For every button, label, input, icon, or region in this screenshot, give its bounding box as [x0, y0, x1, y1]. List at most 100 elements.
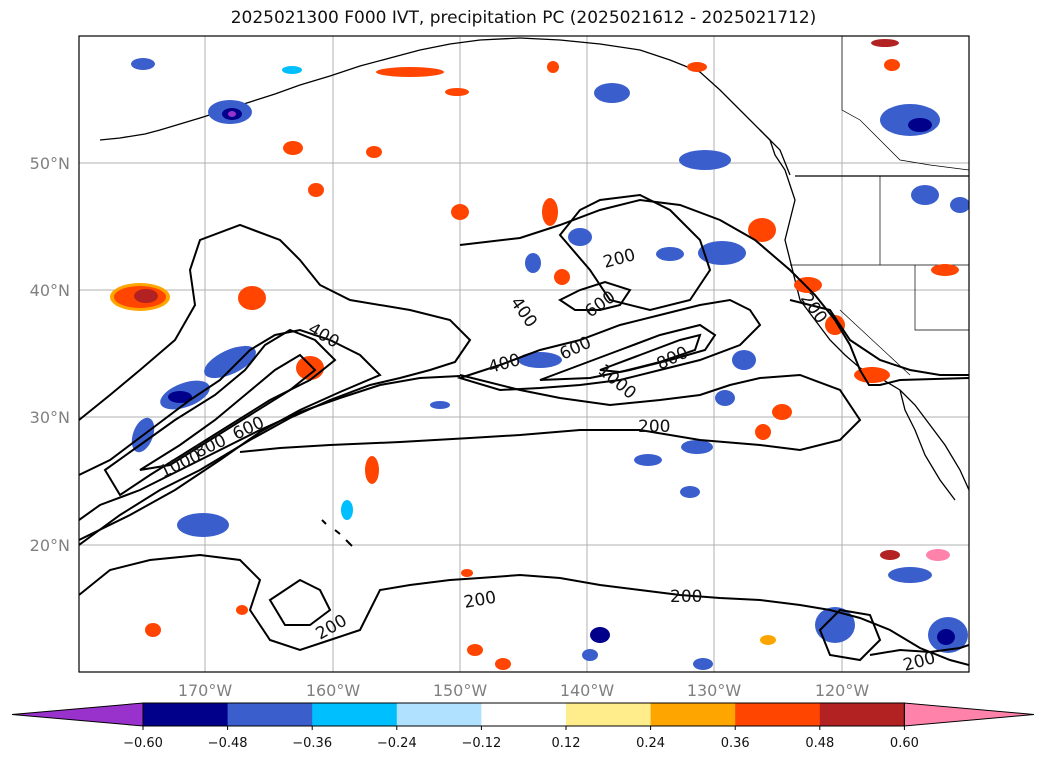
pc-pos-blob [296, 356, 324, 380]
pc-pos-blob [772, 404, 792, 420]
pc-pos-blob [467, 644, 483, 656]
pc-pos-blob [884, 59, 900, 71]
pc-neg-blob [525, 253, 541, 273]
colorbar-segment [143, 703, 229, 726]
ivt-contour-200-east [869, 644, 969, 656]
pc-pos-blob [854, 367, 890, 383]
pc-pos-blob [451, 204, 469, 220]
ivt-contour-200-north [558, 193, 712, 312]
pc-neg-blob [634, 454, 662, 466]
lat-label-20: 20°N [30, 536, 70, 555]
lon-label-130: 130°W [687, 681, 742, 700]
pc-neg-blob [911, 185, 939, 205]
pc-pos-blob [308, 183, 324, 197]
colorbar-frame [142, 702, 905, 727]
pc-pos-blob [931, 264, 959, 276]
ivt-contours [79, 193, 969, 666]
lon-label-120: 120°W [815, 681, 870, 700]
pc-pos-blob [236, 605, 248, 615]
pc-pos-blob [755, 424, 771, 440]
colorbar-segment [735, 703, 821, 726]
pc-neg-blob [582, 649, 598, 661]
pc-pos-blob [880, 550, 900, 560]
lon-label-150: 150°W [433, 681, 488, 700]
pc-neg-blob [131, 58, 155, 70]
lat-label-40: 40°N [30, 281, 70, 300]
pc-neg-blob [698, 241, 746, 265]
pc-pos-blob [445, 88, 469, 96]
precipitation-shading [110, 39, 969, 670]
ivt-contour-200-inner [79, 328, 382, 541]
pc-pos-blob [238, 286, 266, 310]
ivt-contour-800-central [599, 333, 702, 374]
colorbar-tick-label: −0.48 [208, 736, 248, 751]
lon-label-170: 170°W [178, 681, 233, 700]
aleutian-chain [99, 37, 521, 141]
pc-pos-blob [145, 623, 161, 637]
ivt-contour-400-central [456, 298, 762, 392]
pc-pos-blob [495, 658, 511, 670]
colorbar-extend-right [903, 702, 1035, 727]
positive-pc-regions [110, 39, 959, 670]
lat-label-50: 50°N [30, 154, 70, 173]
pc-neg-blob [168, 391, 192, 403]
pc-neg-blob [680, 486, 700, 498]
pc-pos-blob [687, 62, 707, 72]
pc-neg-blob [341, 500, 353, 520]
ivt-contour-600-north [558, 280, 632, 311]
pc-pos-blob [461, 569, 473, 577]
colorbar-tick-label: 0.60 [890, 736, 919, 751]
colorbar: −0.60 −0.48 −0.36 −0.24 −0.12 0.12 0.24 0.36 0.4… [11, 702, 1035, 751]
colorbar-tick-label: −0.12 [461, 736, 501, 751]
pc-neg-blob [908, 118, 932, 132]
colorbar-segment [650, 703, 736, 726]
colorbar-segment [227, 703, 313, 726]
ivt-contour-200-central-lower [239, 373, 862, 453]
colorbar-segment [566, 703, 652, 726]
state-border-3 [839, 309, 911, 376]
colorbar-tick-label: 0.24 [636, 736, 665, 751]
ivt-contour-200-south [79, 553, 969, 666]
pc-neg-blob [937, 629, 955, 645]
ivt-contour-200-west [79, 223, 472, 546]
colorbar-segment [819, 703, 905, 726]
colorbar-tick-label: −0.24 [377, 736, 417, 751]
pc-neg-blob [594, 83, 630, 103]
colorbar-segment [312, 703, 398, 726]
pc-pos-blob [542, 198, 558, 226]
pc-neg-blob [177, 513, 229, 537]
pc-neg-blob [430, 401, 450, 409]
pc-neg-blob [282, 66, 302, 74]
pc-neg-blob [715, 390, 735, 406]
colorbar-extend-left [11, 702, 144, 727]
pc-pos-blob [926, 549, 950, 561]
pc-pos-blob [376, 67, 444, 77]
negative-pc-regions [131, 58, 969, 670]
pc-pos-blob [554, 269, 570, 285]
pc-neg-blob [950, 197, 969, 213]
pc-neg-blob [693, 658, 713, 670]
baja-coast [899, 389, 956, 501]
contour-label: 200 [670, 587, 702, 607]
contour-label: 200 [638, 417, 670, 437]
colorbar-tick-label: −0.36 [292, 736, 332, 751]
pc-neg-blob [681, 440, 713, 454]
pc-neg-blob [679, 150, 731, 170]
bc-coast [759, 129, 796, 261]
ivt-contour-200-south-inner [268, 578, 332, 626]
colorbar-segment [396, 703, 482, 726]
ivt-contour-200-central [459, 198, 969, 386]
pc-neg-blob [656, 247, 684, 261]
latitude-labels: 50°N 40°N 30°N 20°N [30, 154, 70, 555]
ivt-contour-200-southeast [818, 608, 882, 662]
pc-pos-blob [748, 218, 776, 242]
pc-neg-blob [204, 345, 256, 379]
map-frame [78, 35, 970, 673]
pc-neg-blob [590, 627, 610, 643]
hawaii-islands [321, 519, 353, 547]
colorbar-tick-label: 0.36 [721, 736, 750, 751]
pc-pos-blob [547, 61, 559, 73]
contour-label: 200 [901, 648, 938, 676]
pc-neg-blob [228, 111, 236, 117]
